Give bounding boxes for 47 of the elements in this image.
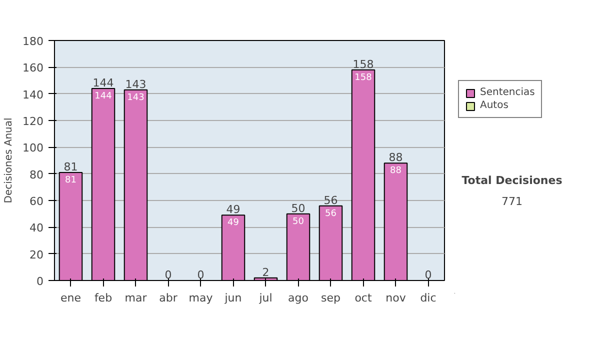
data-label: 158 — [354, 72, 372, 83]
y-tick-label: 180 — [22, 35, 44, 48]
x-tick-label: jun — [224, 292, 242, 304]
y-tick-label: 20 — [30, 248, 44, 262]
total-label: 0 — [424, 268, 432, 282]
x-tick-label: oct — [354, 292, 372, 304]
data-label: 81 — [65, 176, 76, 186]
total-label: 88 — [388, 151, 403, 164]
total-label: 0 — [164, 268, 172, 282]
y-tick-label: 0 — [36, 275, 44, 288]
x-tick-label: feb — [94, 292, 112, 304]
data-label: 88 — [390, 166, 402, 176]
y-tick-label: 40 — [30, 222, 44, 235]
x-tick-label: sep — [321, 292, 341, 304]
total-label: 143 — [125, 78, 146, 91]
x-tick-label: abr — [159, 292, 178, 304]
total-label: 144 — [92, 76, 114, 90]
total-label: 2 — [262, 266, 270, 279]
total-label: 56 — [324, 194, 338, 207]
data-label: 49 — [228, 218, 240, 228]
total-label: 81 — [64, 160, 78, 174]
y-tick-label: 80 — [30, 168, 44, 182]
legend-label: Autos — [480, 100, 508, 111]
y-tick-label: 160 — [22, 62, 44, 75]
x-tick-label: jul — [258, 292, 272, 304]
text: 771 — [502, 194, 522, 208]
y-axis-title: Decisiones Anual — [4, 118, 15, 204]
data-label: 50 — [292, 216, 304, 227]
total-label: 0 — [197, 268, 204, 282]
x-tick-label: ene — [60, 292, 82, 304]
data-label: 143 — [127, 92, 144, 103]
x-tick-label: nov — [386, 292, 406, 304]
y-tick-label: 140 — [22, 88, 44, 102]
x-tick-label: dic — [420, 292, 436, 304]
y-tick-label: 60 — [30, 195, 44, 208]
data-label: 56 — [325, 208, 337, 219]
total-label: 158 — [352, 58, 374, 71]
x-tick-label: ago — [288, 292, 309, 304]
data-label: 144 — [94, 92, 112, 102]
y-tick-label: 120 — [22, 115, 44, 128]
total-label: 50 — [291, 202, 306, 215]
total-label: 49 — [226, 203, 240, 216]
x-tick-label: may — [188, 292, 214, 304]
x-tick-label: mar — [124, 292, 148, 304]
legend-label: Sentencias — [480, 87, 535, 98]
text: Total Decisiones — [462, 174, 563, 188]
y-tick-label: 100 — [22, 142, 44, 155]
